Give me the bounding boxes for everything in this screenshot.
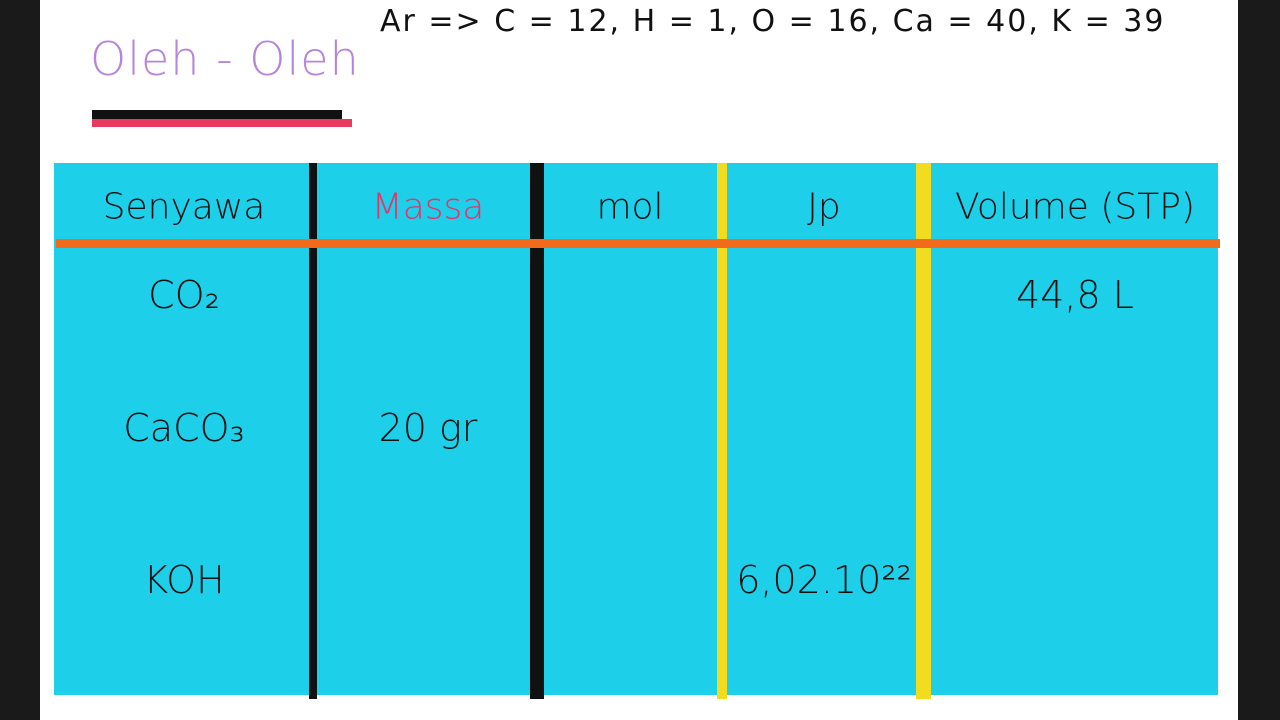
table-cell: 6,02.10²² <box>736 558 912 602</box>
underline <box>92 119 352 127</box>
table-cell: KOH <box>143 558 225 602</box>
column-separator <box>717 163 727 699</box>
table-cell: CaCO₃ <box>123 406 245 450</box>
column-header: Jp <box>807 186 841 228</box>
note: Ar => C = 12, H = 1, O = 16, Ca = 40, K … <box>380 4 1166 39</box>
table-cell: CO₂ <box>148 273 220 317</box>
column-separator <box>530 163 544 699</box>
header-line <box>56 239 1220 248</box>
title: Oleh - Oleh <box>90 32 360 86</box>
column-header: Volume (STP) <box>955 186 1195 228</box>
table-cell: 20 gr <box>378 406 478 450</box>
column-header: Senyawa <box>102 186 266 228</box>
column-header: Massa <box>371 186 485 228</box>
whiteboard: Oleh - Oleh Ar => C = 12, H = 1, O = 16,… <box>40 0 1238 720</box>
table: Senyawa Massa mol Jp Volume (STP) CO₂ 44,8 L Ca… <box>54 163 1220 699</box>
table-cell: 44,8 L <box>1016 273 1134 317</box>
underline <box>92 110 342 119</box>
column-separator <box>309 163 317 699</box>
column-separator <box>916 163 931 699</box>
column-header: mol <box>596 186 664 228</box>
